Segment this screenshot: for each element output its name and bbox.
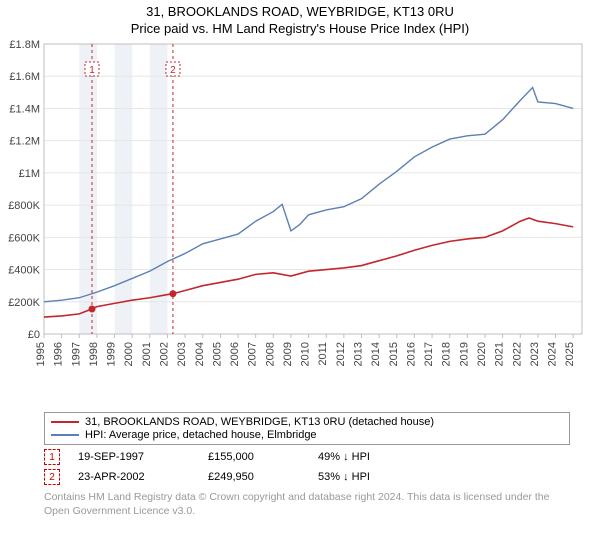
tx-pct: 53% ↓ HPI bbox=[318, 471, 388, 483]
chart-legend: 31, BROOKLANDS ROAD, WEYBRIDGE, KT13 0RU… bbox=[44, 412, 570, 445]
svg-text:2005: 2005 bbox=[211, 342, 223, 366]
svg-text:2009: 2009 bbox=[282, 342, 294, 366]
copyright-footnote: Contains HM Land Registry data © Crown c… bbox=[44, 491, 570, 518]
svg-text:2021: 2021 bbox=[494, 342, 506, 366]
legend-item: 31, BROOKLANDS ROAD, WEYBRIDGE, KT13 0RU… bbox=[51, 416, 563, 428]
marker-badge: 2 bbox=[44, 469, 60, 485]
page-title: 31, BROOKLANDS ROAD, WEYBRIDGE, KT13 0RU bbox=[0, 4, 600, 19]
tx-pct: 49% ↓ HPI bbox=[318, 451, 388, 463]
svg-text:2004: 2004 bbox=[194, 342, 206, 366]
svg-text:2016: 2016 bbox=[405, 342, 417, 366]
svg-text:2003: 2003 bbox=[176, 342, 188, 366]
svg-text:2001: 2001 bbox=[141, 342, 153, 366]
svg-text:2024: 2024 bbox=[547, 342, 559, 366]
svg-text:1997: 1997 bbox=[70, 342, 82, 366]
svg-text:1995: 1995 bbox=[35, 342, 47, 366]
svg-text:2017: 2017 bbox=[423, 342, 435, 366]
svg-text:2023: 2023 bbox=[529, 342, 541, 366]
svg-text:£200K: £200K bbox=[8, 297, 40, 309]
marker-badge: 1 bbox=[44, 449, 60, 465]
svg-text:2019: 2019 bbox=[458, 342, 470, 366]
svg-text:2015: 2015 bbox=[388, 342, 400, 366]
svg-text:1996: 1996 bbox=[53, 342, 65, 366]
svg-text:1999: 1999 bbox=[106, 342, 118, 366]
svg-text:£0: £0 bbox=[28, 329, 40, 341]
page-subtitle: Price paid vs. HM Land Registry's House … bbox=[0, 21, 600, 36]
svg-text:2000: 2000 bbox=[123, 342, 135, 366]
svg-text:2013: 2013 bbox=[353, 342, 365, 366]
svg-text:2018: 2018 bbox=[441, 342, 453, 366]
svg-text:£1.6M: £1.6M bbox=[9, 71, 40, 83]
svg-text:£1.8M: £1.8M bbox=[9, 39, 40, 51]
svg-text:2007: 2007 bbox=[247, 342, 259, 366]
svg-text:2: 2 bbox=[170, 65, 176, 76]
transaction-table: 1 19-SEP-1997 £155,000 49% ↓ HPI 2 23-AP… bbox=[44, 449, 570, 485]
svg-text:1: 1 bbox=[89, 65, 95, 76]
down-arrow-icon: ↓ bbox=[343, 451, 349, 463]
table-row: 1 19-SEP-1997 £155,000 49% ↓ HPI bbox=[44, 449, 570, 465]
svg-text:£600K: £600K bbox=[8, 232, 40, 244]
down-arrow-icon: ↓ bbox=[343, 471, 349, 483]
svg-text:2008: 2008 bbox=[264, 342, 276, 366]
svg-text:2012: 2012 bbox=[335, 342, 347, 366]
svg-text:£800K: £800K bbox=[8, 200, 40, 212]
legend-swatch bbox=[51, 434, 79, 436]
tx-date: 23-APR-2002 bbox=[78, 471, 208, 483]
table-row: 2 23-APR-2002 £249,950 53% ↓ HPI bbox=[44, 469, 570, 485]
svg-text:1998: 1998 bbox=[88, 342, 100, 366]
tx-price: £249,950 bbox=[208, 471, 318, 483]
svg-text:£1.2M: £1.2M bbox=[9, 136, 40, 148]
legend-item: HPI: Average price, detached house, Elmb… bbox=[51, 429, 563, 441]
legend-label: 31, BROOKLANDS ROAD, WEYBRIDGE, KT13 0RU… bbox=[85, 416, 434, 428]
legend-swatch bbox=[51, 421, 79, 423]
tx-price: £155,000 bbox=[208, 451, 318, 463]
svg-text:2014: 2014 bbox=[370, 342, 382, 366]
legend-label: HPI: Average price, detached house, Elmb… bbox=[85, 429, 317, 441]
svg-text:2010: 2010 bbox=[300, 342, 312, 366]
price-chart: £0 £200K £400K £600K £800K £1M £1.2M £1.4M £1.6M… bbox=[0, 36, 600, 406]
svg-text:2022: 2022 bbox=[511, 342, 523, 366]
svg-text:£1.4M: £1.4M bbox=[9, 103, 40, 115]
svg-text:£400K: £400K bbox=[8, 265, 40, 277]
svg-text:2006: 2006 bbox=[229, 342, 241, 366]
svg-text:2025: 2025 bbox=[564, 342, 576, 366]
svg-text:2002: 2002 bbox=[158, 342, 170, 366]
tx-date: 19-SEP-1997 bbox=[78, 451, 208, 463]
svg-text:2020: 2020 bbox=[476, 342, 488, 366]
svg-text:£1M: £1M bbox=[19, 168, 40, 180]
svg-text:2011: 2011 bbox=[317, 342, 329, 366]
